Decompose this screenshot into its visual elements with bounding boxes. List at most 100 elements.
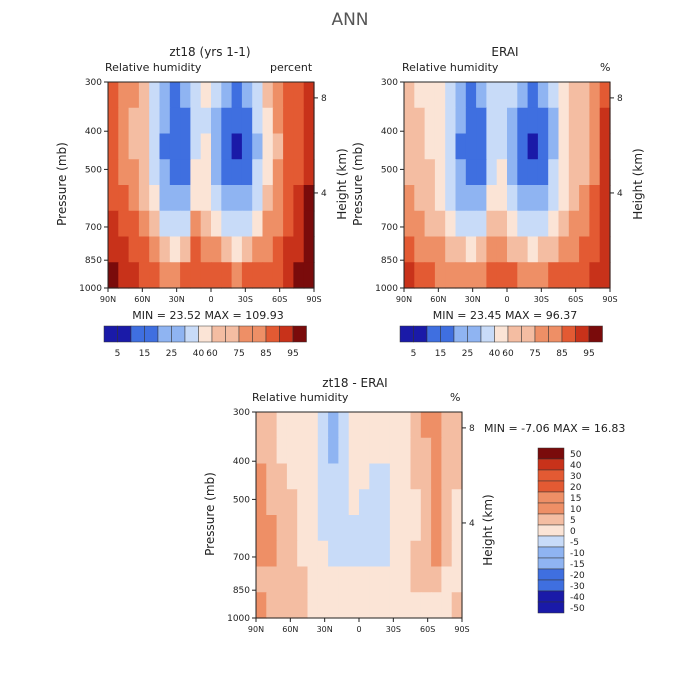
heatmap-cell	[252, 185, 264, 212]
heatmap-cell	[389, 412, 401, 439]
heatmap-cell	[420, 515, 432, 542]
heatmap-cell	[328, 412, 339, 439]
heatmap-cell	[252, 210, 264, 238]
page-title: ANN	[331, 10, 369, 30]
heatmap-cell	[548, 236, 560, 263]
colorbar-swatch	[279, 325, 294, 343]
y-right-tick-label: 4	[321, 189, 327, 199]
heatmap-cell	[404, 159, 415, 186]
heatmap-cell	[389, 489, 401, 516]
heatmap-cell	[517, 236, 529, 263]
heatmap-cell	[159, 107, 171, 135]
colorbar-swatch	[130, 325, 145, 343]
heatmap-cell	[317, 566, 329, 593]
heatmap-cell	[445, 236, 457, 263]
panel-units: %	[450, 391, 461, 404]
heatmap-cell	[568, 236, 580, 263]
heatmap-cell	[389, 463, 401, 490]
heatmap-cell	[262, 236, 274, 263]
colorbar-label: -5	[570, 538, 579, 548]
colorbar-label: 40	[570, 461, 582, 471]
heatmap-cell	[190, 236, 202, 263]
x-tick-label: 60N	[282, 625, 298, 634]
heatmap-cell	[276, 437, 288, 465]
colorbar-label: 15	[570, 494, 581, 504]
colorbar-swatch	[252, 325, 267, 343]
heatmap-cell	[589, 133, 601, 160]
heatmap-cell	[404, 262, 415, 289]
heatmap-cell	[579, 185, 590, 212]
heatmap-cell	[190, 262, 202, 289]
colorbar-erai: 5 15 25 40 60 75 85 95	[399, 325, 603, 359]
x-tick-label: 30S	[386, 625, 401, 634]
colorbar-label: 85	[556, 349, 567, 359]
heatmap-cell	[379, 540, 391, 568]
heatmap-cell	[276, 463, 288, 490]
heatmap-cell	[286, 592, 298, 619]
heatmap-cell	[465, 236, 477, 263]
heatmap-cell	[252, 107, 264, 135]
heatmap-cell	[451, 515, 463, 542]
heatmap-cell	[445, 107, 457, 135]
heatmap-cell	[297, 463, 309, 490]
colorbar-swatch	[198, 325, 213, 343]
heatmap-cell	[558, 159, 570, 186]
heatmap-cell	[149, 82, 161, 109]
heatmap-cell	[338, 566, 350, 593]
x-tick-label: 30N	[317, 625, 333, 634]
heatmap-cell	[599, 262, 611, 289]
heatmap-cell	[138, 236, 150, 263]
heatmap-cell	[369, 566, 381, 593]
heatmap-cell	[431, 463, 442, 490]
heatmap-cell	[434, 185, 446, 212]
heatmap-cell	[307, 540, 319, 568]
heatmap-cell	[138, 210, 150, 238]
colorbar-swatch	[537, 491, 565, 504]
heatmap-cell	[231, 236, 243, 263]
heatmap-cell	[169, 262, 181, 289]
heatmap-cell	[424, 82, 436, 109]
heatmap-cell	[486, 262, 498, 289]
heatmap-cell	[486, 159, 498, 186]
heatmap-cell	[108, 107, 119, 135]
colorbar-label: 60	[502, 349, 514, 359]
heatmap-cell	[180, 236, 191, 263]
heatmap-cell	[589, 82, 601, 109]
heatmap-cell	[455, 210, 467, 238]
heatmap-cell	[231, 107, 243, 135]
colorbar-swatch	[537, 480, 565, 493]
heatmap-cell	[276, 540, 288, 568]
heatmap-cell	[338, 540, 350, 568]
heatmap-cell	[558, 262, 570, 289]
heatmap-cell	[404, 185, 415, 212]
heatmap-cell	[599, 159, 611, 186]
colorbar-model: 5 15 25 40 60 75 85 95	[103, 325, 307, 359]
heatmap-cell	[118, 82, 130, 109]
heatmap-cell	[476, 133, 487, 160]
heatmap-cell	[579, 236, 590, 263]
heatmap-cell	[369, 463, 381, 490]
heatmap-cell	[579, 133, 590, 160]
colorbar-label: 25	[166, 349, 177, 359]
heatmap-cell	[338, 412, 350, 439]
heatmap-cell	[293, 133, 305, 160]
heatmap-cell	[256, 463, 267, 490]
heatmap-cell	[599, 107, 611, 135]
heatmap-cell	[455, 107, 467, 135]
heatmap-cell	[272, 82, 284, 109]
heatmap-cell	[317, 540, 329, 568]
heatmap-cell	[496, 82, 508, 109]
heatmap-cell	[221, 133, 233, 160]
heatmap-cell	[424, 262, 436, 289]
heatmap-cell	[410, 463, 422, 490]
heatmap-cell	[241, 107, 253, 135]
heatmap-cell	[128, 236, 140, 263]
heatmap-cell	[328, 463, 339, 490]
heatmap-cell	[200, 185, 212, 212]
heatmap-cell	[338, 489, 350, 516]
heatmap-cell	[272, 185, 284, 212]
heatmap-cell	[138, 107, 150, 135]
heatmap-cell	[548, 107, 560, 135]
heatmap-cell	[369, 489, 381, 516]
colorbar-label: -50	[570, 604, 585, 614]
